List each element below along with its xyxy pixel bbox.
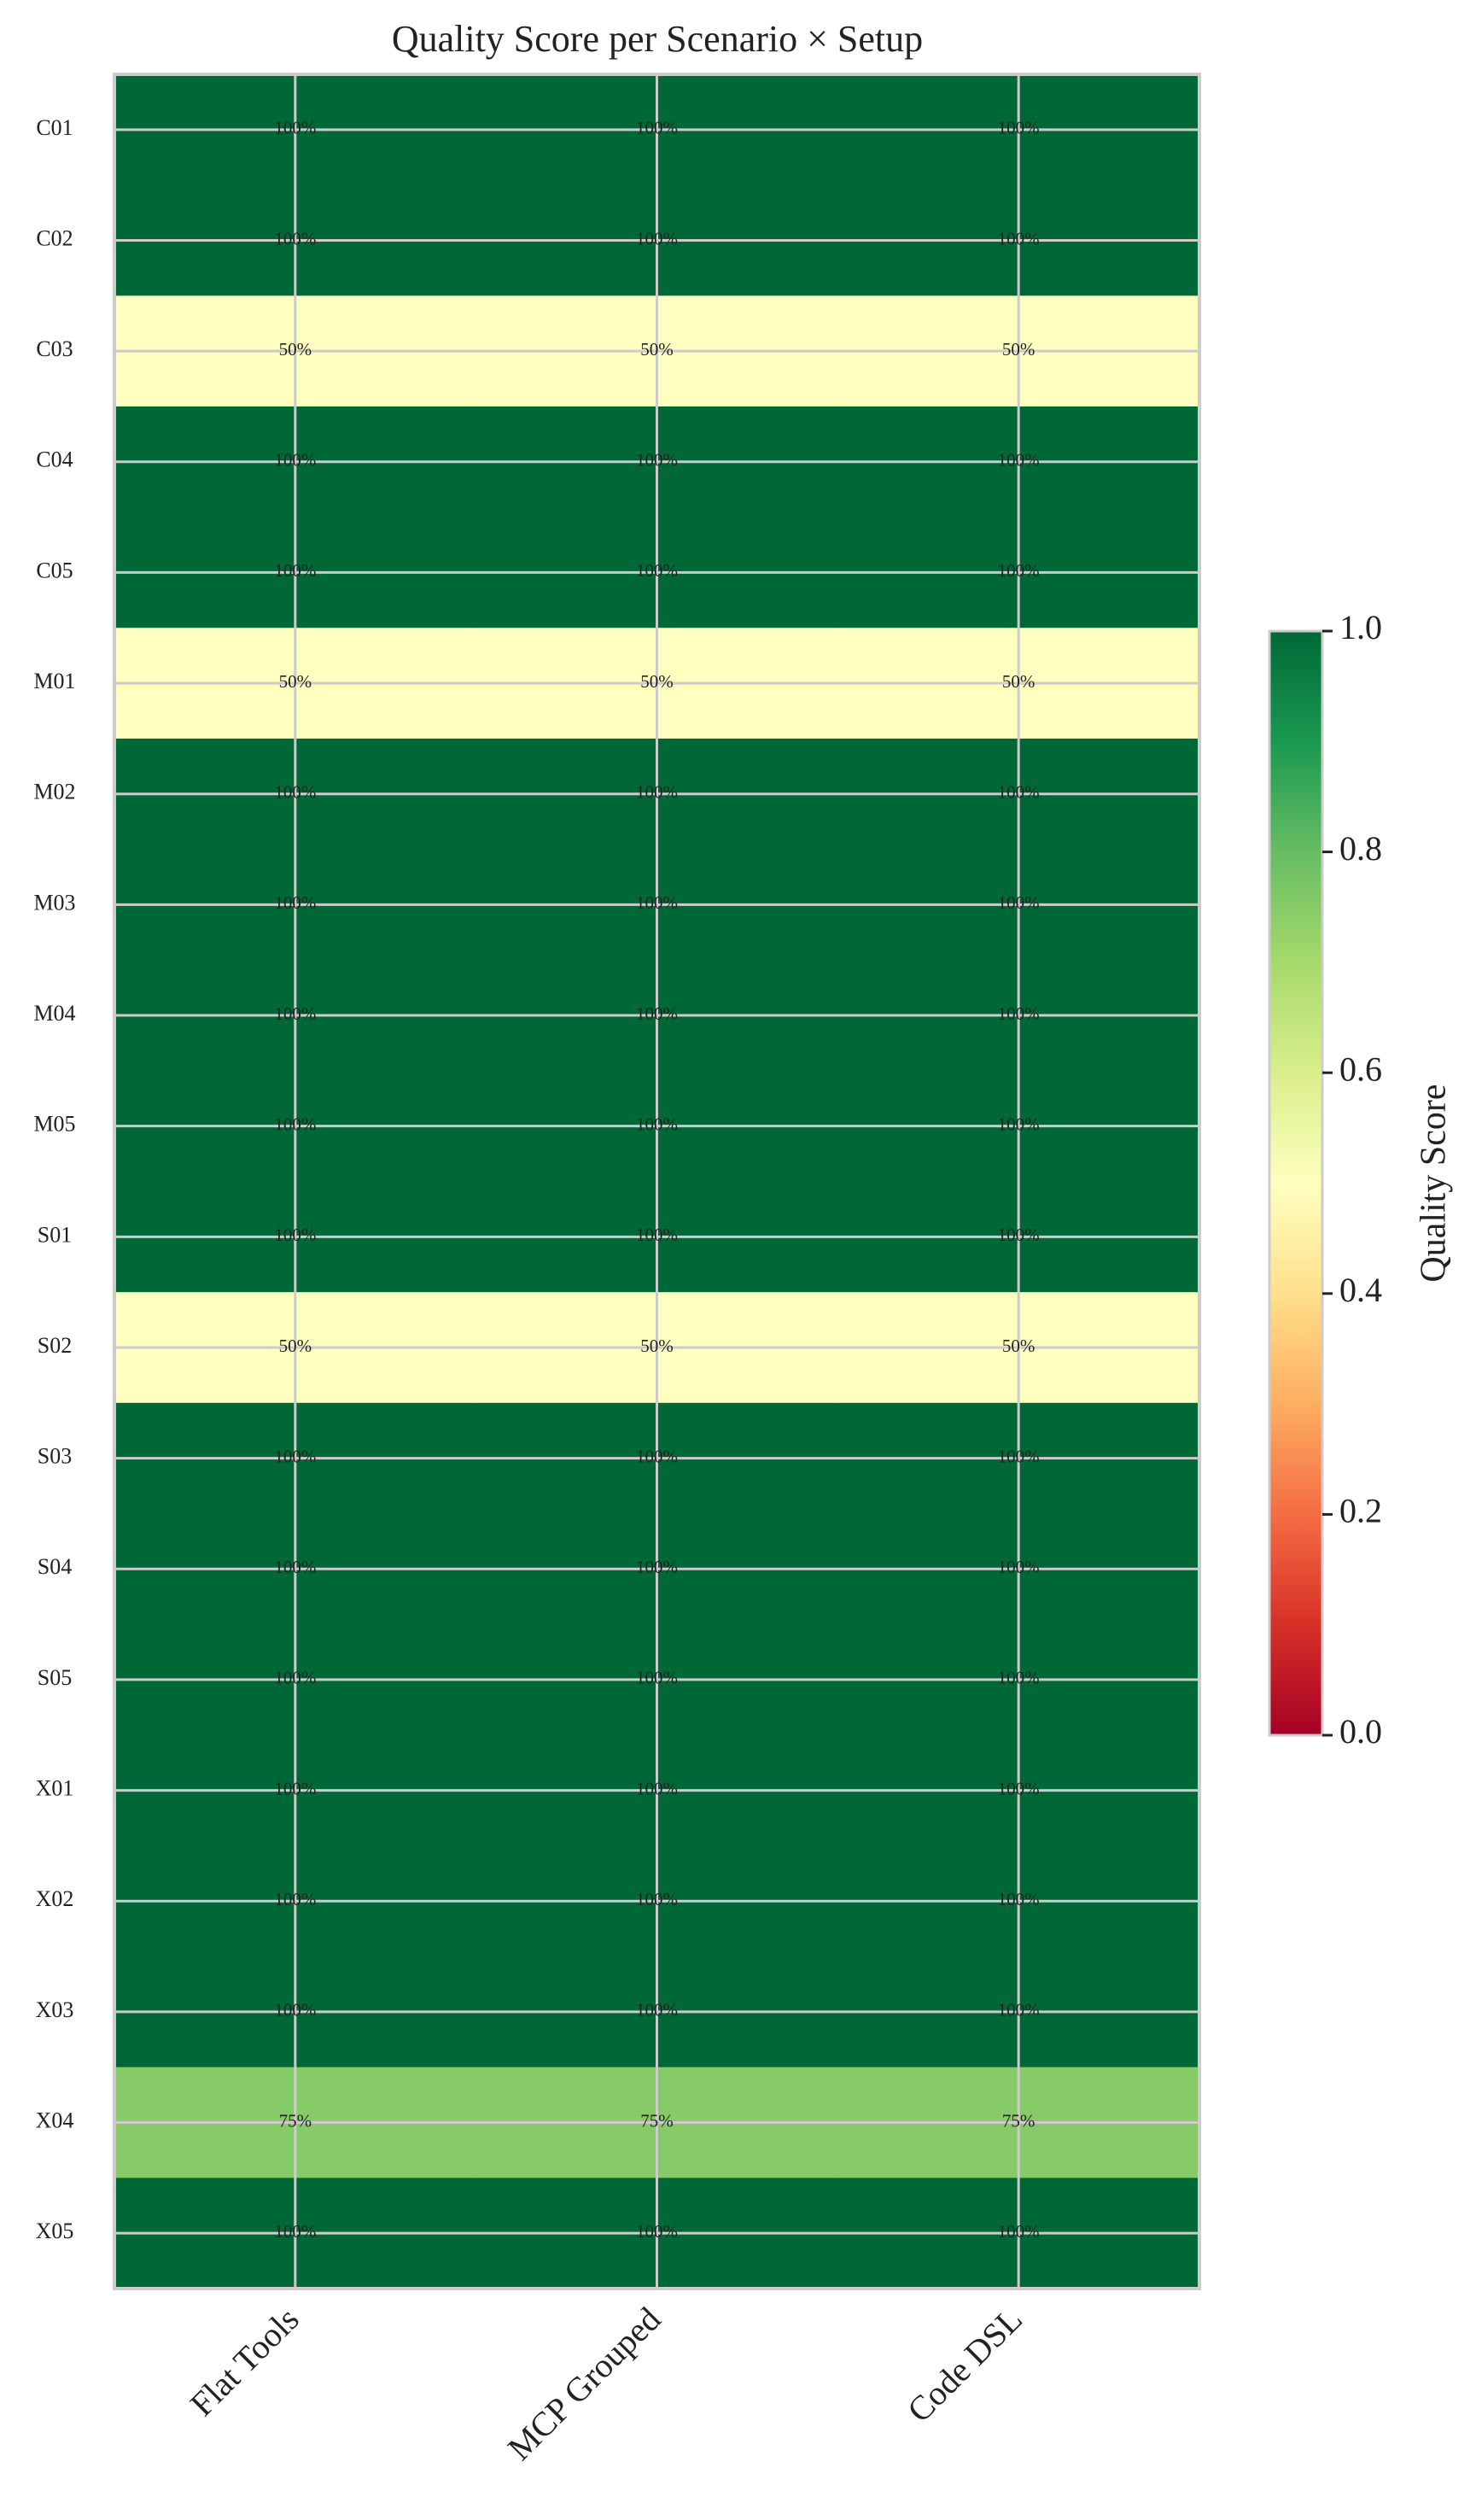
cell-label: 100% [274,228,316,248]
cell-label: 100% [998,1778,1040,1798]
cell-label: 100% [636,2221,678,2242]
cell-label: 100% [274,1003,316,1024]
cell-label: 100% [274,1225,316,1245]
cell-label: 100% [274,1778,316,1798]
cell-label: 100% [636,1557,678,1577]
y-tick-label: X01 [36,1776,74,1801]
cell-label: 100% [274,1668,316,1688]
cell-label: 100% [636,1889,678,1909]
y-tick-label: S01 [38,1222,72,1247]
cell-label: 100% [998,228,1040,248]
colorbar-tick-label: 0.4 [1339,1271,1382,1309]
cell-label: 50% [279,339,312,360]
cell-label: 100% [636,892,678,913]
cell-label: 75% [1002,2110,1036,2131]
y-tick-label: X04 [36,2108,74,2132]
chart-title: Quality Score per Scenario × Setup [392,18,923,60]
cell-label: 100% [998,1114,1040,1134]
cell-label: 100% [636,228,678,248]
cell-label: 100% [274,560,316,581]
cell-label: 100% [274,1889,316,1909]
y-tick-label: M01 [33,669,75,693]
y-tick-label: M05 [33,1112,75,1137]
cell-label: 100% [998,1225,1040,1245]
x-tick-label: Flat Tools [183,2300,306,2424]
cell-label: 100% [636,450,678,471]
colorbar-tick-label: 0.2 [1339,1492,1382,1530]
colorbar-label: Quality Score [1415,1084,1454,1282]
y-tick-label: M03 [33,890,75,915]
cell-label: 100% [998,1003,1040,1024]
y-tick-label: C05 [36,558,73,582]
y-tick-label: C01 [36,115,73,140]
y-tick-label: C03 [36,336,73,361]
cell-label: 50% [640,1336,674,1356]
colorbar [1268,629,1324,1737]
colorbar-tick-label: 0.0 [1339,1712,1382,1751]
cell-label: 50% [1002,339,1036,360]
cell-label: 50% [640,671,674,692]
cell-label: 100% [998,118,1040,138]
x-tick-label: MCP Grouped [500,2300,668,2468]
cell-label: 100% [998,1557,1040,1577]
y-tick-label: M04 [33,1001,75,1026]
y-tick-label: S03 [38,1444,72,1469]
cell-label: 100% [274,450,316,471]
cell-label: 100% [636,1778,678,1798]
y-tick-label: X02 [36,1886,74,1911]
cell-label: 100% [274,2221,316,2242]
cell-label: 100% [274,1114,316,1134]
cell-label: 50% [279,1336,312,1356]
cell-label: 100% [274,782,316,803]
colorbar-tick-label: 1.0 [1339,608,1382,646]
colorbar-tick-label: 0.8 [1339,829,1382,868]
cell-label: 100% [274,2000,316,2020]
y-tick-label: S02 [38,1333,72,1358]
cell-label: 50% [1002,671,1036,692]
cell-label: 100% [998,782,1040,803]
plot-border [113,73,1201,2290]
y-tick-label: M02 [33,780,75,804]
cell-label: 100% [636,782,678,803]
cell-label: 100% [636,1446,678,1466]
cell-label: 100% [636,560,678,581]
cell-label: 100% [998,1889,1040,1909]
cell-label: 100% [274,118,316,138]
cell-label: 50% [1002,1336,1036,1356]
cell-label: 100% [998,450,1040,471]
y-tick-label: S05 [38,1665,72,1690]
cell-label: 100% [636,2000,678,2020]
cell-label: 100% [998,892,1040,913]
cell-label: 75% [279,2110,312,2131]
cell-label: 75% [640,2110,674,2131]
cell-label: 100% [636,1225,678,1245]
cell-label: 100% [274,1557,316,1577]
cell-label: 100% [998,1446,1040,1466]
cell-label: 100% [998,2000,1040,2020]
y-tick-label: C04 [36,447,73,472]
cell-label: 50% [640,339,674,360]
cell-label: 100% [998,560,1040,581]
colorbar-tick-label: 0.6 [1339,1050,1382,1088]
y-tick-label: X05 [36,2219,74,2243]
cell-label: 100% [636,118,678,138]
cell-label: 100% [274,892,316,913]
cell-label: 100% [998,2221,1040,2242]
cell-label: 50% [279,671,312,692]
y-tick-label: X03 [36,1997,74,2022]
cell-label: 100% [636,1003,678,1024]
cell-label: 100% [274,1446,316,1466]
y-tick-label: S04 [38,1554,72,1579]
cell-label: 100% [636,1668,678,1688]
y-tick-label: C02 [36,225,73,250]
cell-label: 100% [636,1114,678,1134]
x-tick-label: Code DSL [900,2300,1030,2429]
cell-label: 100% [998,1668,1040,1688]
